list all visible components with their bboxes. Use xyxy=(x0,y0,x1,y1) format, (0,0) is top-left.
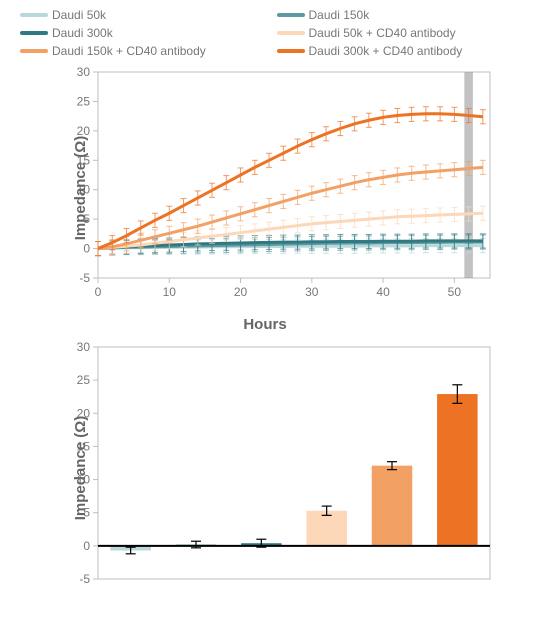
svg-text:0: 0 xyxy=(95,285,102,299)
svg-text:30: 30 xyxy=(77,65,91,79)
legend-swatch xyxy=(277,49,305,53)
bar-chart-svg: -5051015202530 xyxy=(30,339,500,597)
svg-text:30: 30 xyxy=(77,340,91,354)
legend-swatch xyxy=(277,31,305,35)
legend-label: Daudi 50k xyxy=(52,8,106,22)
legend-label: Daudi 150k + CD40 antibody xyxy=(52,44,206,58)
line-chart-svg: -505101520253001020304050 xyxy=(30,64,500,312)
figure-container: Daudi 50k Daudi 150k Daudi 300k Daudi 50k +… xyxy=(0,0,541,638)
legend-item: Daudi 150k xyxy=(277,8,522,22)
svg-text:0: 0 xyxy=(83,242,90,256)
legend-label: Daudi 300k xyxy=(52,26,113,40)
legend-item: Daudi 300k xyxy=(20,26,265,40)
legend-item: Daudi 50k xyxy=(20,8,265,22)
svg-text:0: 0 xyxy=(83,539,90,553)
legend-item: Daudi 150k + CD40 antibody xyxy=(20,44,265,58)
legend-label: Daudi 300k + CD40 antibody xyxy=(309,44,463,58)
line-chart: Impedance (Ω) -505101520253001020304050 xyxy=(30,64,500,312)
svg-text:10: 10 xyxy=(163,285,177,299)
svg-text:20: 20 xyxy=(234,285,248,299)
legend-item: Daudi 300k + CD40 antibody xyxy=(277,44,522,58)
line-chart-ylabel: Impedance (Ω) xyxy=(72,136,89,241)
svg-text:25: 25 xyxy=(77,373,91,387)
svg-text:25: 25 xyxy=(77,94,91,108)
svg-text:-5: -5 xyxy=(79,572,90,586)
legend-swatch xyxy=(20,13,48,17)
svg-text:40: 40 xyxy=(376,285,390,299)
legend-item: Daudi 50k + CD40 antibody xyxy=(277,26,522,40)
line-chart-xlabel: Hours xyxy=(30,316,500,333)
svg-text:50: 50 xyxy=(448,285,462,299)
legend-label: Daudi 50k + CD40 antibody xyxy=(309,26,456,40)
svg-text:-5: -5 xyxy=(79,271,90,285)
legend: Daudi 50k Daudi 150k Daudi 300k Daudi 50k +… xyxy=(0,0,541,64)
legend-swatch xyxy=(20,31,48,35)
legend-swatch xyxy=(277,13,305,17)
svg-text:30: 30 xyxy=(305,285,319,299)
legend-swatch xyxy=(20,49,48,53)
legend-label: Daudi 150k xyxy=(309,8,370,22)
bar-chart-ylabel: Impedance (Ω) xyxy=(72,416,89,521)
bar-chart: Impedance (Ω) -5051015202530 xyxy=(30,339,500,597)
